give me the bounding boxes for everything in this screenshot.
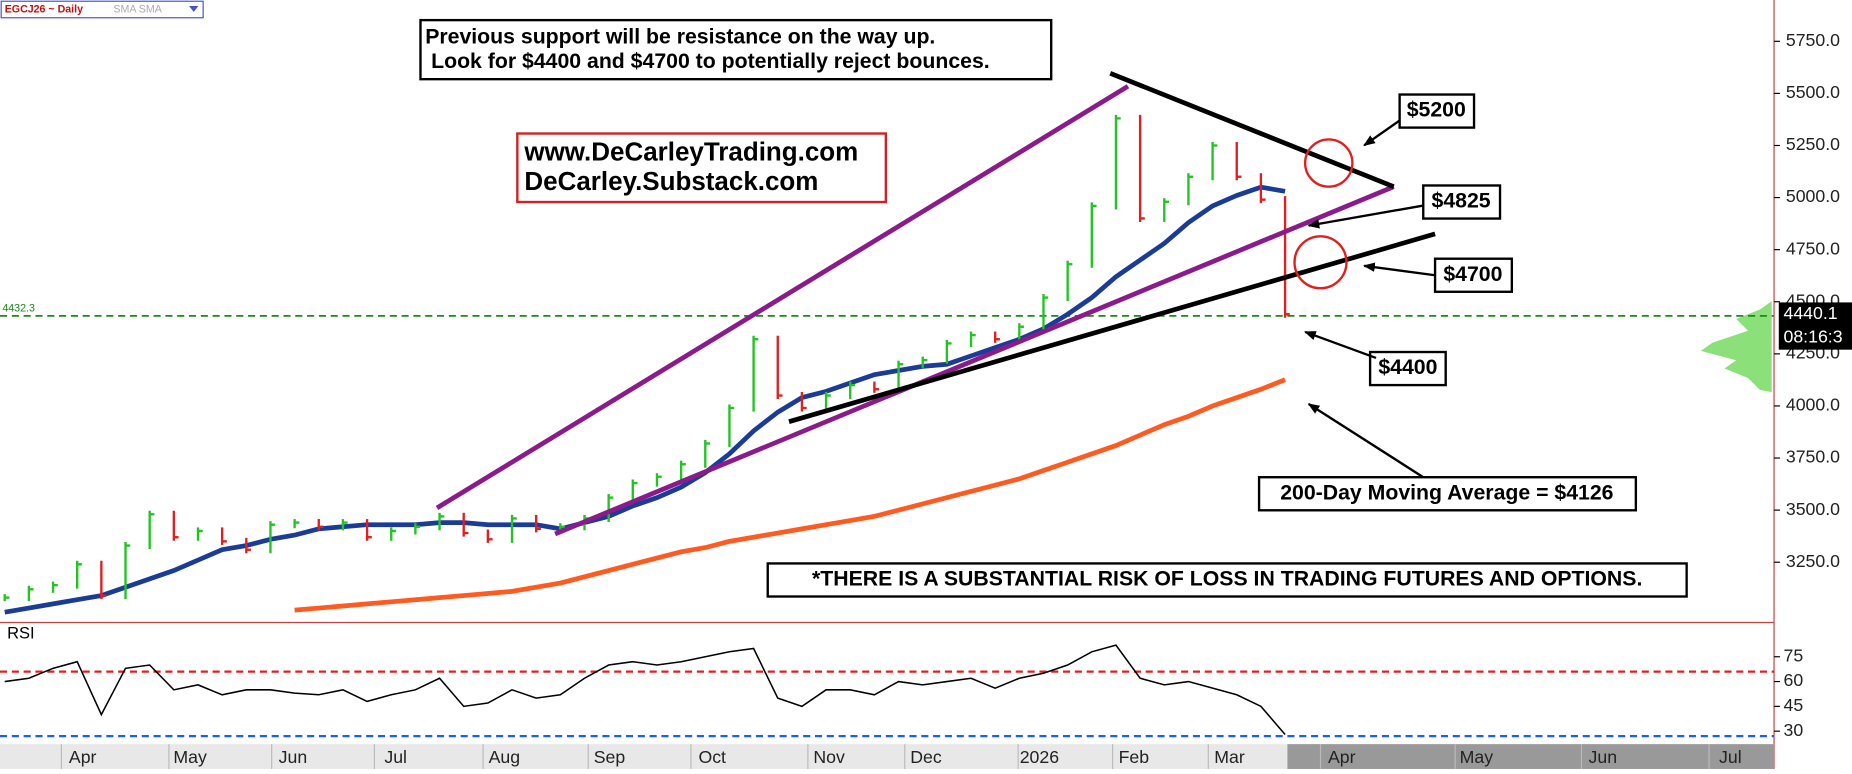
annotation-text: Look for $4400 and $4700 to potentially … bbox=[425, 49, 989, 73]
x-tick-label: Apr bbox=[69, 747, 97, 767]
annotation-text: $4400 bbox=[1378, 355, 1437, 379]
annotation-box bbox=[1433, 257, 1514, 293]
trendline bbox=[554, 184, 1395, 537]
annotation-text: $4825 bbox=[1432, 189, 1491, 213]
rsi-line bbox=[4, 644, 1286, 735]
x-tick-label: Apr bbox=[1328, 747, 1356, 767]
reference-label: 4432.3 bbox=[2, 303, 35, 315]
timer: 08:16:3 bbox=[1783, 327, 1842, 347]
highlight-circle bbox=[1293, 235, 1348, 290]
indicator-label: SMA SMA bbox=[113, 3, 162, 15]
annotation-text: 200-Day Moving Average = $4126 bbox=[1280, 480, 1613, 504]
rsi-tick-label: 75 bbox=[1783, 645, 1803, 665]
y-tick-label: 5250.0 bbox=[1786, 134, 1840, 154]
annotation-text: Previous support will be resistance on t… bbox=[425, 24, 935, 48]
y-tick-label: 3250.0 bbox=[1786, 551, 1840, 571]
x-tick-label: Jul bbox=[1719, 747, 1742, 767]
annotation-box bbox=[419, 18, 1053, 81]
annotation-box bbox=[1257, 476, 1638, 512]
y-tick-label: 3500.0 bbox=[1786, 499, 1840, 519]
arrow bbox=[1363, 119, 1401, 147]
annotation-text: www.DeCarleyTrading.com bbox=[523, 136, 858, 166]
annotation-box bbox=[516, 132, 888, 204]
y-tick-label: 5500.0 bbox=[1786, 82, 1840, 102]
arrow bbox=[1307, 204, 1424, 229]
y-tick-label: 4750.0 bbox=[1786, 238, 1840, 258]
y-tick-label: 4000.0 bbox=[1786, 395, 1840, 415]
rsi-tick-label: 60 bbox=[1783, 670, 1803, 690]
x-tick-label: Sep bbox=[594, 747, 626, 767]
arrow bbox=[1363, 262, 1436, 277]
x-tick-label: Nov bbox=[813, 747, 845, 767]
annotation-box bbox=[766, 562, 1688, 598]
moving-average bbox=[294, 377, 1286, 613]
volume-profile bbox=[1700, 301, 1772, 393]
rsi-label: RSI bbox=[7, 624, 35, 643]
annotation-box bbox=[1368, 350, 1447, 387]
last-price-box bbox=[1778, 302, 1852, 350]
trendline bbox=[435, 84, 1130, 510]
highlight-circle bbox=[1303, 138, 1354, 188]
y-tick-label: 3750.0 bbox=[1786, 447, 1840, 467]
x-tick-label: Aug bbox=[489, 747, 521, 767]
x-tick-label: May bbox=[173, 747, 207, 767]
arrow bbox=[1307, 402, 1424, 479]
annotation-text: $4700 bbox=[1443, 262, 1502, 286]
x-tick-label: Feb bbox=[1119, 747, 1150, 767]
x-tick-label: May bbox=[1460, 747, 1494, 767]
rsi-tick-label: 30 bbox=[1783, 720, 1803, 740]
trendline bbox=[1109, 71, 1395, 189]
y-tick-label: 5000.0 bbox=[1786, 186, 1840, 206]
x-tick-label: Jul bbox=[384, 747, 407, 767]
annotation-text: *THERE IS A SUBSTANTIAL RISK OF LOSS IN … bbox=[812, 567, 1642, 591]
annotation-box bbox=[1422, 184, 1502, 220]
x-tick-label: Dec bbox=[910, 747, 942, 767]
trendline bbox=[788, 231, 1436, 424]
annotation-box bbox=[1398, 93, 1476, 129]
x-tick-label: Oct bbox=[698, 747, 726, 767]
x-tick-label: Jun bbox=[279, 747, 308, 767]
dropdown-icon[interactable] bbox=[188, 5, 199, 12]
x-tick-label: Mar bbox=[1214, 747, 1245, 767]
symbol-box[interactable] bbox=[0, 0, 204, 19]
future-region bbox=[1287, 744, 1775, 769]
x-tick-label: Jun bbox=[1589, 747, 1618, 767]
symbol-label: EGCJ26 ~ Daily bbox=[5, 3, 83, 15]
last-price: 4440.1 bbox=[1783, 303, 1837, 323]
moving-average bbox=[4, 184, 1286, 615]
annotation-text: $5200 bbox=[1407, 98, 1466, 122]
y-tick-label: 5750.0 bbox=[1786, 30, 1840, 50]
x-tick-label: 2026 bbox=[1020, 747, 1060, 767]
rsi-tick-label: 45 bbox=[1783, 695, 1803, 715]
annotation-text: DeCarley.Substack.com bbox=[524, 166, 818, 196]
arrow bbox=[1304, 330, 1377, 360]
